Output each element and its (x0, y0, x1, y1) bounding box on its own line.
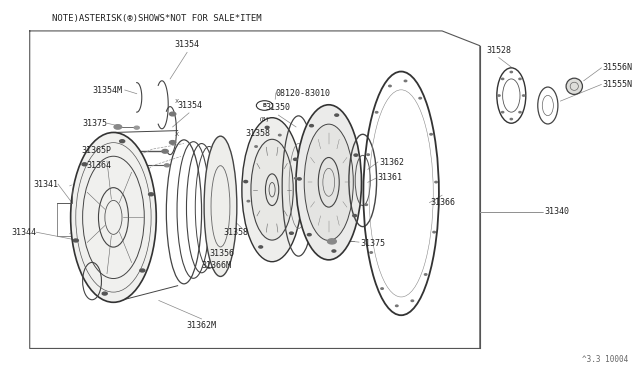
Circle shape (170, 112, 176, 116)
Circle shape (298, 178, 301, 180)
Circle shape (266, 126, 269, 129)
Text: 31340: 31340 (544, 207, 569, 217)
Text: (8): (8) (259, 117, 270, 122)
Text: ^3.3 10004: ^3.3 10004 (582, 355, 628, 364)
Circle shape (278, 134, 281, 136)
Circle shape (370, 252, 372, 253)
Circle shape (510, 118, 513, 120)
Text: B: B (262, 103, 266, 108)
Circle shape (353, 215, 356, 217)
Circle shape (259, 246, 262, 248)
Text: x: x (174, 98, 179, 104)
Circle shape (164, 164, 170, 167)
Ellipse shape (304, 124, 353, 240)
Circle shape (396, 305, 398, 307)
Circle shape (522, 95, 525, 96)
Circle shape (367, 154, 369, 155)
Circle shape (424, 274, 427, 275)
Circle shape (244, 180, 248, 183)
Circle shape (335, 114, 339, 116)
Text: 31341: 31341 (33, 180, 58, 189)
Text: 31555N: 31555N (603, 80, 632, 89)
Text: x: x (174, 131, 179, 137)
Ellipse shape (296, 105, 362, 260)
Circle shape (289, 232, 293, 234)
Text: 31354: 31354 (175, 41, 200, 49)
Text: 31361: 31361 (378, 173, 403, 182)
Text: 31356: 31356 (209, 249, 234, 258)
Circle shape (510, 71, 513, 73)
Circle shape (375, 112, 378, 113)
Circle shape (120, 140, 125, 143)
Circle shape (134, 126, 140, 129)
Text: 31364: 31364 (86, 161, 111, 170)
Circle shape (435, 181, 437, 183)
Circle shape (502, 112, 504, 113)
Text: 31556N: 31556N (603, 63, 632, 72)
Ellipse shape (251, 139, 293, 240)
Text: 31344: 31344 (11, 228, 36, 237)
Text: 31358: 31358 (246, 129, 271, 138)
Circle shape (294, 177, 297, 179)
Circle shape (388, 85, 391, 87)
Text: 31528: 31528 (486, 46, 511, 55)
Text: 31354: 31354 (178, 101, 203, 110)
Circle shape (433, 231, 435, 233)
Ellipse shape (70, 132, 156, 302)
Circle shape (498, 95, 500, 96)
Circle shape (404, 80, 407, 82)
Circle shape (419, 97, 422, 99)
Text: 31354M: 31354M (92, 86, 122, 94)
Circle shape (82, 163, 87, 166)
Circle shape (148, 193, 154, 196)
Circle shape (519, 78, 521, 80)
Circle shape (365, 204, 367, 205)
Circle shape (114, 125, 122, 129)
Text: 31358: 31358 (224, 228, 249, 237)
Text: NOTE)ASTERISK(®)SHOWS*NOT FOR SALE*ITEM: NOTE)ASTERISK(®)SHOWS*NOT FOR SALE*ITEM (52, 14, 261, 23)
Circle shape (310, 125, 314, 127)
Text: 31362M: 31362M (187, 321, 216, 330)
Circle shape (162, 150, 168, 153)
Ellipse shape (204, 136, 237, 276)
Circle shape (294, 158, 298, 160)
Text: 31366: 31366 (431, 198, 456, 207)
Circle shape (140, 269, 145, 272)
Text: 08120-83010: 08120-83010 (276, 89, 331, 98)
Circle shape (74, 239, 78, 242)
Circle shape (255, 146, 257, 147)
Text: 31375: 31375 (82, 119, 107, 128)
Circle shape (502, 78, 504, 80)
Circle shape (430, 134, 433, 135)
Circle shape (328, 239, 336, 244)
Text: 31366M: 31366M (201, 261, 231, 270)
Circle shape (307, 234, 311, 236)
Circle shape (381, 288, 383, 289)
Circle shape (332, 250, 336, 252)
Circle shape (247, 201, 250, 202)
Ellipse shape (566, 78, 582, 94)
Circle shape (411, 300, 413, 302)
Circle shape (519, 112, 521, 113)
Text: 31350: 31350 (266, 103, 291, 112)
Circle shape (102, 292, 108, 295)
Circle shape (354, 154, 358, 156)
Bar (57, 203, 100, 236)
Text: 31375: 31375 (360, 239, 385, 248)
Text: 31362: 31362 (379, 157, 404, 167)
Text: 31365P: 31365P (81, 147, 111, 155)
Ellipse shape (242, 118, 302, 262)
Circle shape (170, 141, 176, 144)
